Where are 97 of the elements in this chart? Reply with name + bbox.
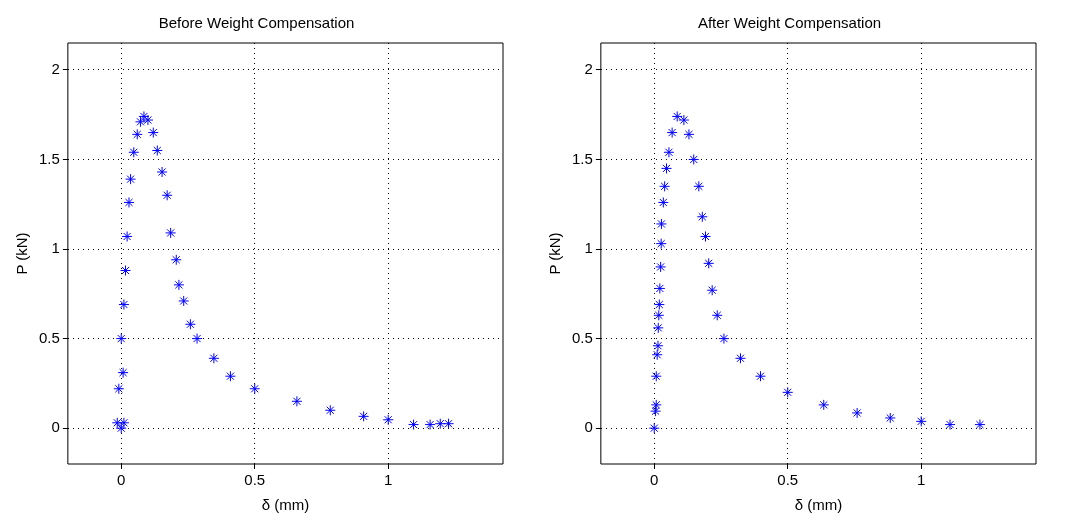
point xyxy=(659,180,671,192)
point xyxy=(782,386,794,398)
point xyxy=(653,299,665,311)
point xyxy=(156,166,168,178)
y-tick-label: 1 xyxy=(51,239,60,257)
chart-title: After Weight Compensation xyxy=(697,14,882,32)
point xyxy=(178,295,190,307)
point xyxy=(408,419,420,431)
point xyxy=(123,196,135,208)
point xyxy=(666,127,678,139)
point xyxy=(134,116,146,128)
point xyxy=(703,257,715,269)
point xyxy=(652,322,664,334)
point xyxy=(696,211,708,223)
point xyxy=(915,415,927,427)
point xyxy=(147,127,159,139)
y-tick-label: 0 xyxy=(51,418,60,436)
x-tick-label: 0 xyxy=(650,471,659,489)
point xyxy=(944,419,956,431)
y-tick-label: 1.5 xyxy=(571,149,593,167)
point xyxy=(688,153,700,165)
point xyxy=(131,128,143,140)
x-tick-label: 0.5 xyxy=(244,471,266,489)
point xyxy=(184,318,196,330)
point xyxy=(818,399,830,411)
point xyxy=(382,414,394,426)
point xyxy=(755,370,766,382)
point xyxy=(663,146,675,158)
point xyxy=(683,128,695,140)
point xyxy=(249,383,261,395)
point xyxy=(291,395,303,407)
point xyxy=(142,114,154,126)
y-tick-label: 2 xyxy=(584,60,593,78)
point xyxy=(128,146,140,158)
point xyxy=(650,370,662,382)
y-tick-label: 0.5 xyxy=(571,328,593,346)
point xyxy=(161,189,173,201)
y-tick-label: 0 xyxy=(584,418,593,436)
point xyxy=(711,309,723,321)
point xyxy=(851,407,863,419)
point xyxy=(884,412,896,424)
x-axis-title: δ (mm) xyxy=(261,496,310,514)
point xyxy=(115,333,127,345)
point xyxy=(648,422,660,434)
point xyxy=(443,418,455,430)
point xyxy=(974,419,986,431)
point xyxy=(434,418,446,430)
point xyxy=(655,261,667,273)
point xyxy=(191,333,203,345)
point xyxy=(121,230,133,242)
point xyxy=(165,227,177,239)
point xyxy=(655,238,667,250)
y-axis-title: P (kN) xyxy=(13,232,31,275)
x-axis-title: δ (mm) xyxy=(794,496,843,514)
point xyxy=(671,110,683,122)
point xyxy=(655,218,667,230)
chart-title: Before Weight Compensation xyxy=(158,14,355,32)
point xyxy=(170,254,182,266)
point xyxy=(653,309,665,321)
x-tick-label: 1 xyxy=(917,471,926,489)
point xyxy=(111,417,123,429)
point xyxy=(208,352,220,364)
point xyxy=(718,333,730,345)
y-tick-label: 1 xyxy=(584,239,593,257)
point xyxy=(734,352,746,364)
x-tick-label: 0 xyxy=(117,471,126,489)
x-tick-label: 1 xyxy=(384,471,393,489)
point xyxy=(120,265,132,277)
point xyxy=(700,230,711,242)
point xyxy=(224,370,236,382)
x-tick-label: 0.5 xyxy=(777,471,799,489)
point xyxy=(706,284,718,296)
y-tick-label: 2 xyxy=(51,60,60,78)
point xyxy=(650,405,662,417)
y-tick-label: 1.5 xyxy=(38,149,60,167)
point xyxy=(651,349,663,361)
point xyxy=(678,114,690,126)
point xyxy=(324,404,336,416)
point xyxy=(693,180,705,192)
point xyxy=(113,383,125,395)
y-axis-title: P (kN) xyxy=(546,232,564,275)
point xyxy=(151,144,163,156)
point xyxy=(125,173,137,185)
point xyxy=(661,162,673,174)
point xyxy=(118,417,130,429)
point xyxy=(173,279,185,291)
point xyxy=(115,422,127,434)
point xyxy=(652,340,664,352)
y-tick-label: 0.5 xyxy=(38,328,60,346)
point xyxy=(424,419,436,431)
point xyxy=(358,410,370,422)
point xyxy=(654,282,666,294)
point xyxy=(117,367,129,379)
point xyxy=(138,110,150,122)
point xyxy=(657,196,669,208)
point xyxy=(650,399,662,411)
point xyxy=(118,299,130,311)
